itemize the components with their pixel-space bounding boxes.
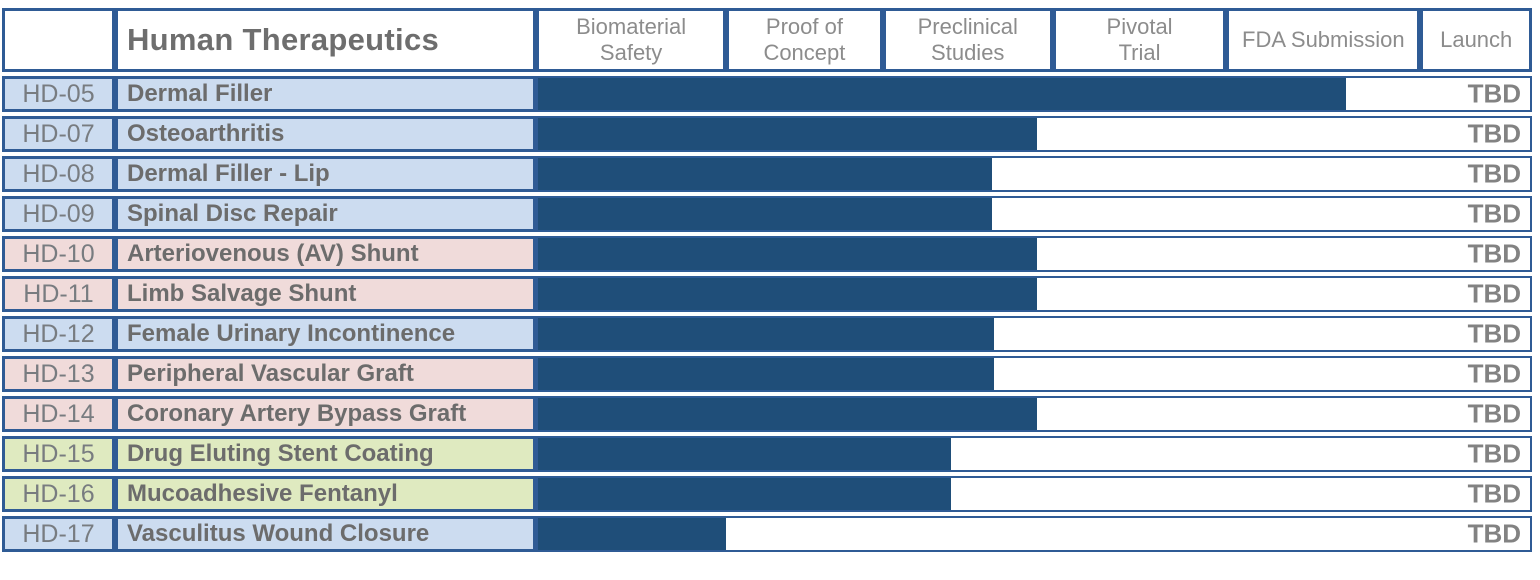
row-name: Spinal Disc Repair <box>115 196 536 232</box>
stage-header-line: Preclinical <box>917 14 1018 40</box>
stage-header-biomaterial-safety: Biomaterial Safety <box>536 8 727 72</box>
progress-bar <box>538 78 1347 110</box>
launch-status: TBD <box>1467 478 1521 509</box>
row-code: HD-15 <box>2 436 115 472</box>
row-name: Limb Salvage Shunt <box>115 276 536 312</box>
stage-headers: Biomaterial Safety Proof of Concept Preclini… <box>536 8 1532 72</box>
progress-track: TBD <box>536 316 1532 352</box>
row-code: HD-05 <box>2 76 115 112</box>
pipeline-table: Human Therapeutics Biomaterial Safety Proo… <box>2 8 1532 552</box>
launch-status: TBD <box>1467 278 1521 309</box>
table-row: HD-15 Drug Eluting Stent Coating TBD <box>2 436 1532 472</box>
stage-header-fda-submission: FDA Submission <box>1226 8 1421 72</box>
row-code: HD-14 <box>2 396 115 432</box>
stage-header-line: Biomaterial <box>576 14 687 40</box>
progress-track: TBD <box>536 476 1532 512</box>
corner-cell <box>2 8 115 72</box>
progress-bar <box>538 278 1037 310</box>
progress-track: TBD <box>536 236 1532 272</box>
progress-bar <box>538 158 993 190</box>
row-name: Dermal Filler <box>115 76 536 112</box>
row-name: Vasculitus Wound Closure <box>115 516 536 552</box>
progress-bar <box>538 118 1037 150</box>
row-code: HD-12 <box>2 316 115 352</box>
row-name: Arteriovenous (AV) Shunt <box>115 236 536 272</box>
progress-track: TBD <box>536 436 1532 472</box>
table-row: HD-08 Dermal Filler - Lip TBD <box>2 156 1532 192</box>
row-name: Dermal Filler - Lip <box>115 156 536 192</box>
launch-status: TBD <box>1467 158 1521 189</box>
progress-bar <box>538 478 951 510</box>
stage-header-launch: Launch <box>1420 8 1532 72</box>
progress-bar <box>538 318 995 350</box>
progress-bar <box>538 198 993 230</box>
table-row: HD-16 Mucoadhesive Fentanyl TBD <box>2 476 1532 512</box>
progress-bar <box>538 358 995 390</box>
row-name: Peripheral Vascular Graft <box>115 356 536 392</box>
progress-bar <box>538 238 1037 270</box>
launch-status: TBD <box>1467 358 1521 389</box>
row-name: Coronary Artery Bypass Graft <box>115 396 536 432</box>
stage-header-line: Pivotal <box>1106 14 1173 40</box>
row-name: Drug Eluting Stent Coating <box>115 436 536 472</box>
table-row: HD-14 Coronary Artery Bypass Graft TBD <box>2 396 1532 432</box>
launch-status: TBD <box>1467 398 1521 429</box>
progress-track: TBD <box>536 276 1532 312</box>
launch-status: TBD <box>1467 198 1521 229</box>
table-row: HD-12 Female Urinary Incontinence TBD <box>2 316 1532 352</box>
stage-header-proof-of-concept: Proof of Concept <box>726 8 883 72</box>
row-code: HD-07 <box>2 116 115 152</box>
row-name: Female Urinary Incontinence <box>115 316 536 352</box>
table-row: HD-09 Spinal Disc Repair TBD <box>2 196 1532 232</box>
progress-track: TBD <box>536 76 1532 112</box>
progress-bar <box>538 438 951 470</box>
progress-track: TBD <box>536 116 1532 152</box>
table-row: HD-11 Limb Salvage Shunt TBD <box>2 276 1532 312</box>
stage-header-line: Launch <box>1440 27 1513 53</box>
progress-track: TBD <box>536 516 1532 552</box>
stage-header-line: Concept <box>763 40 846 65</box>
stage-header-line: Trial <box>1118 40 1161 65</box>
launch-status: TBD <box>1467 78 1521 109</box>
table-row: HD-05 Dermal Filler TBD <box>2 76 1532 112</box>
progress-track: TBD <box>536 196 1532 232</box>
progress-track: TBD <box>536 396 1532 432</box>
page-title: Human Therapeutics <box>115 8 536 72</box>
table-row: HD-10 Arteriovenous (AV) Shunt TBD <box>2 236 1532 272</box>
progress-track: TBD <box>536 156 1532 192</box>
header-row: Human Therapeutics Biomaterial Safety Proo… <box>2 8 1532 72</box>
stage-header-line: Proof of <box>765 14 843 40</box>
row-code: HD-10 <box>2 236 115 272</box>
stage-header-line: FDA Submission <box>1242 27 1405 53</box>
table-row: HD-13 Peripheral Vascular Graft TBD <box>2 356 1532 392</box>
table-row: HD-17 Vasculitus Wound Closure TBD <box>2 516 1532 552</box>
launch-status: TBD <box>1467 318 1521 349</box>
progress-track: TBD <box>536 356 1532 392</box>
row-code: HD-11 <box>2 276 115 312</box>
row-code: HD-08 <box>2 156 115 192</box>
table-row: HD-07 Osteoarthritis TBD <box>2 116 1532 152</box>
stage-header-pivotal-trial: Pivotal Trial <box>1052 8 1227 72</box>
launch-status: TBD <box>1467 518 1521 549</box>
row-name: Osteoarthritis <box>115 116 536 152</box>
row-code: HD-09 <box>2 196 115 232</box>
row-code: HD-16 <box>2 476 115 512</box>
stage-header-line: Studies <box>931 40 1005 65</box>
launch-status: TBD <box>1467 438 1521 469</box>
row-name: Mucoadhesive Fentanyl <box>115 476 536 512</box>
stage-header-preclinical-studies: Preclinical Studies <box>882 8 1053 72</box>
progress-bar <box>538 398 1037 430</box>
launch-status: TBD <box>1467 238 1521 269</box>
row-code: HD-17 <box>2 516 115 552</box>
stage-header-line: Safety <box>599 40 663 65</box>
progress-bar <box>538 518 727 550</box>
launch-status: TBD <box>1467 118 1521 149</box>
row-code: HD-13 <box>2 356 115 392</box>
pipeline-rows: HD-05 Dermal Filler TBD HD-07 Osteoarthritis… <box>2 76 1532 552</box>
